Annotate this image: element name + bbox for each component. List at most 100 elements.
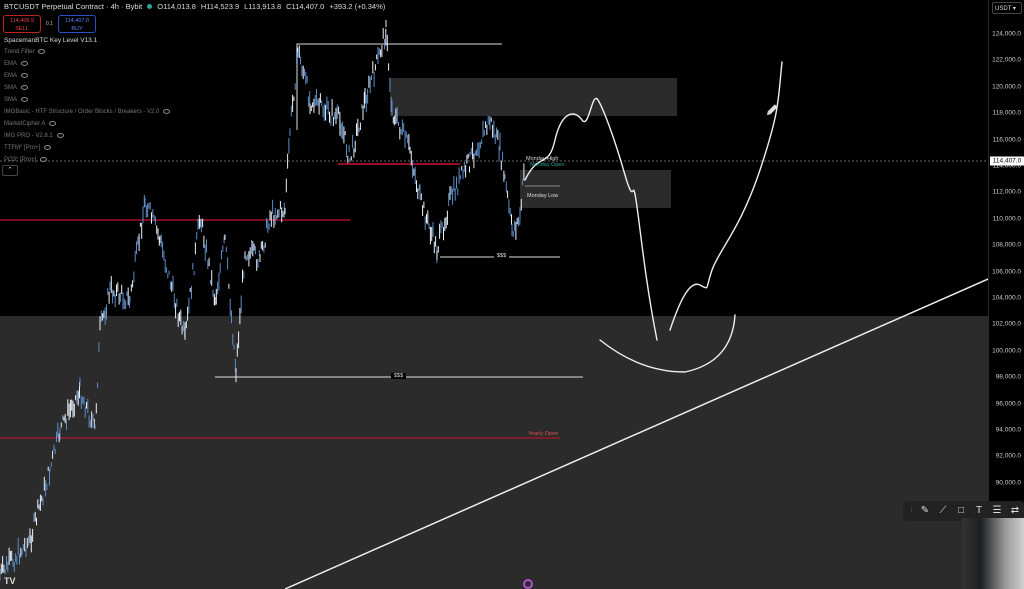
text-icon[interactable]: T bbox=[975, 505, 983, 516]
eye-icon[interactable] bbox=[21, 85, 29, 90]
drag-handle-icon[interactable]: ⁞ bbox=[910, 507, 913, 514]
ohlc-low: L113,913.8 bbox=[244, 2, 282, 11]
ohlc-high: H114,523.9 bbox=[200, 2, 240, 11]
sell-label: SELL bbox=[15, 26, 29, 32]
tradingview-logo[interactable]: TV bbox=[4, 576, 16, 586]
monday-open-label: Monday Open bbox=[530, 162, 565, 168]
indicator-item[interactable]: PO3° [Pro+] bbox=[4, 157, 48, 164]
price-tick-label: 118,000.0 bbox=[992, 109, 1021, 117]
eye-icon[interactable] bbox=[56, 133, 64, 138]
webcam-overlay bbox=[962, 518, 1024, 589]
eye-icon[interactable] bbox=[163, 109, 171, 114]
eye-icon[interactable] bbox=[38, 49, 46, 54]
eye-icon[interactable] bbox=[49, 121, 57, 126]
price-tick-label: 124,000.0 bbox=[992, 30, 1021, 38]
ohlc-change: +393.2 (+0.34%) bbox=[329, 2, 386, 11]
drawing-toolbar: ⁞ ✎ ⟋ □ T ☰ ⇄ bbox=[903, 501, 1024, 521]
trend-line-icon[interactable]: ⟋ bbox=[939, 505, 947, 516]
price-tick-label: 100,000.0 bbox=[992, 347, 1021, 355]
eye-icon[interactable] bbox=[21, 73, 29, 78]
projection-path-down bbox=[524, 97, 658, 341]
rectangle-icon[interactable]: □ bbox=[957, 505, 965, 516]
ohlc-close: C114,407.0 bbox=[286, 2, 325, 11]
fib-icon[interactable]: ☰ bbox=[992, 505, 1002, 516]
collapse-legend-button[interactable]: ⌃ bbox=[2, 165, 18, 176]
price-tick-label: 96,000.0 bbox=[995, 400, 1021, 408]
chevron-down-icon: ▾ bbox=[1012, 6, 1016, 12]
indicator-item[interactable]: EMA bbox=[4, 73, 29, 80]
indicator-label: IMGBasic - HTF Structure / Order Blocks … bbox=[4, 109, 160, 116]
market-status-icon bbox=[147, 4, 153, 9]
buy-button[interactable]: 114,407.0 BUY bbox=[58, 15, 96, 33]
event-marker-icon[interactable] bbox=[523, 579, 533, 589]
projection-path-up bbox=[669, 61, 783, 331]
indicator-label: EMA bbox=[4, 73, 18, 80]
symbol-header: BTCUSDT Perpetual Contract · 4h · Bybit … bbox=[4, 2, 385, 11]
indicator-label: IMG PRO - V2.8.1 bbox=[4, 133, 53, 140]
indicator-label: SMA bbox=[4, 97, 18, 104]
candlestick-series bbox=[0, 19, 525, 581]
brush-icon[interactable]: ✎ bbox=[920, 505, 930, 516]
price-tick-label: 114,000.0 bbox=[992, 162, 1021, 170]
indicator-label: Trend Filter bbox=[4, 49, 35, 56]
currency-selector[interactable]: USDT ▾ bbox=[992, 2, 1022, 14]
price-tick-label: 94,000.0 bbox=[995, 426, 1021, 434]
pencil-icon bbox=[767, 104, 778, 115]
discount-zone bbox=[0, 316, 988, 589]
hand-drawing bbox=[524, 61, 783, 373]
buy-price: 114,407.0 bbox=[64, 18, 90, 24]
indicator-label: SMA bbox=[4, 85, 18, 92]
price-tick-label: 112,000.0 bbox=[992, 188, 1021, 196]
price-axis[interactable]: USDT ▾ 124,000.0 122,000.0 120,000.0 118,00… bbox=[988, 0, 1024, 589]
yearly-open-label: Yearly Open bbox=[528, 431, 559, 437]
projection-curve bbox=[599, 314, 736, 373]
indicator-item[interactable]: SMA bbox=[4, 97, 29, 104]
indicator-item[interactable]: EMA bbox=[4, 61, 29, 68]
indicator-label: MarketCipher A bbox=[4, 121, 46, 128]
price-tick-label: 110,000.0 bbox=[992, 215, 1021, 223]
indicator-item[interactable]: SpacemanBTC Key Level V13.1 bbox=[4, 37, 97, 44]
eye-icon[interactable] bbox=[40, 157, 48, 162]
indicator-item[interactable]: TTFM° [Pro+] bbox=[4, 145, 52, 152]
indicator-label: TTFM° [Pro+] bbox=[4, 145, 41, 152]
indicator-item[interactable]: IMGBasic - HTF Structure / Order Blocks … bbox=[4, 109, 171, 116]
eye-icon[interactable] bbox=[21, 61, 29, 66]
indicator-item[interactable]: Trend Filter bbox=[4, 49, 46, 56]
trendline bbox=[284, 278, 988, 589]
liquidity-label-lower: $$$ bbox=[391, 373, 407, 379]
indicator-item[interactable]: IMG PRO - V2.8.1 bbox=[4, 133, 64, 139]
demand-zone bbox=[520, 170, 671, 208]
sell-button[interactable]: 114,406.9 SELL bbox=[3, 15, 41, 33]
indicator-item[interactable]: MarketCipher A bbox=[4, 121, 57, 128]
currency-label: USDT bbox=[995, 6, 1012, 12]
symbol-title[interactable]: BTCUSDT Perpetual Contract · 4h · Bybit bbox=[4, 2, 143, 11]
price-tick-label: 90,000.0 bbox=[995, 479, 1021, 487]
price-tick-label: 92,000.0 bbox=[995, 452, 1021, 460]
indicator-label: EMA bbox=[4, 61, 18, 68]
price-tick-label: 102,000.0 bbox=[992, 320, 1021, 328]
high-level-line bbox=[296, 43, 502, 130]
price-tick-label: 98,000.0 bbox=[995, 373, 1021, 381]
order-quantity[interactable]: 0.1 bbox=[46, 21, 53, 27]
price-tick-label: 104,000.0 bbox=[992, 294, 1021, 302]
monday-high-label: Monday High bbox=[526, 156, 559, 162]
indicator-label: SpacemanBTC Key Level V13.1 bbox=[4, 37, 98, 44]
current-price-tag: 114,407.0 bbox=[990, 156, 1024, 166]
buy-label: BUY bbox=[71, 26, 83, 32]
eye-icon[interactable] bbox=[44, 145, 52, 150]
monday-low-label: Monday Low bbox=[527, 193, 559, 199]
indicator-item[interactable]: SMA bbox=[4, 85, 29, 92]
ohlc-open: O114,013.8 bbox=[157, 2, 196, 11]
eye-icon[interactable] bbox=[21, 97, 29, 102]
supply-zone bbox=[390, 78, 677, 116]
sell-price: 114,406.9 bbox=[9, 18, 35, 24]
price-tick-label: 116,000.0 bbox=[992, 136, 1021, 144]
price-tick-label: 108,000.0 bbox=[992, 241, 1021, 249]
liquidity-label-upper: $$$ bbox=[494, 253, 510, 259]
indicator-label: PO3° [Pro+] bbox=[4, 157, 37, 164]
price-tick-label: 120,000.0 bbox=[992, 83, 1021, 91]
price-tick-label: 106,000.0 bbox=[992, 268, 1021, 276]
price-tick-label: 122,000.0 bbox=[992, 56, 1021, 64]
settings-icon[interactable]: ⇄ bbox=[1010, 505, 1020, 516]
price-chart[interactable] bbox=[0, 0, 988, 589]
